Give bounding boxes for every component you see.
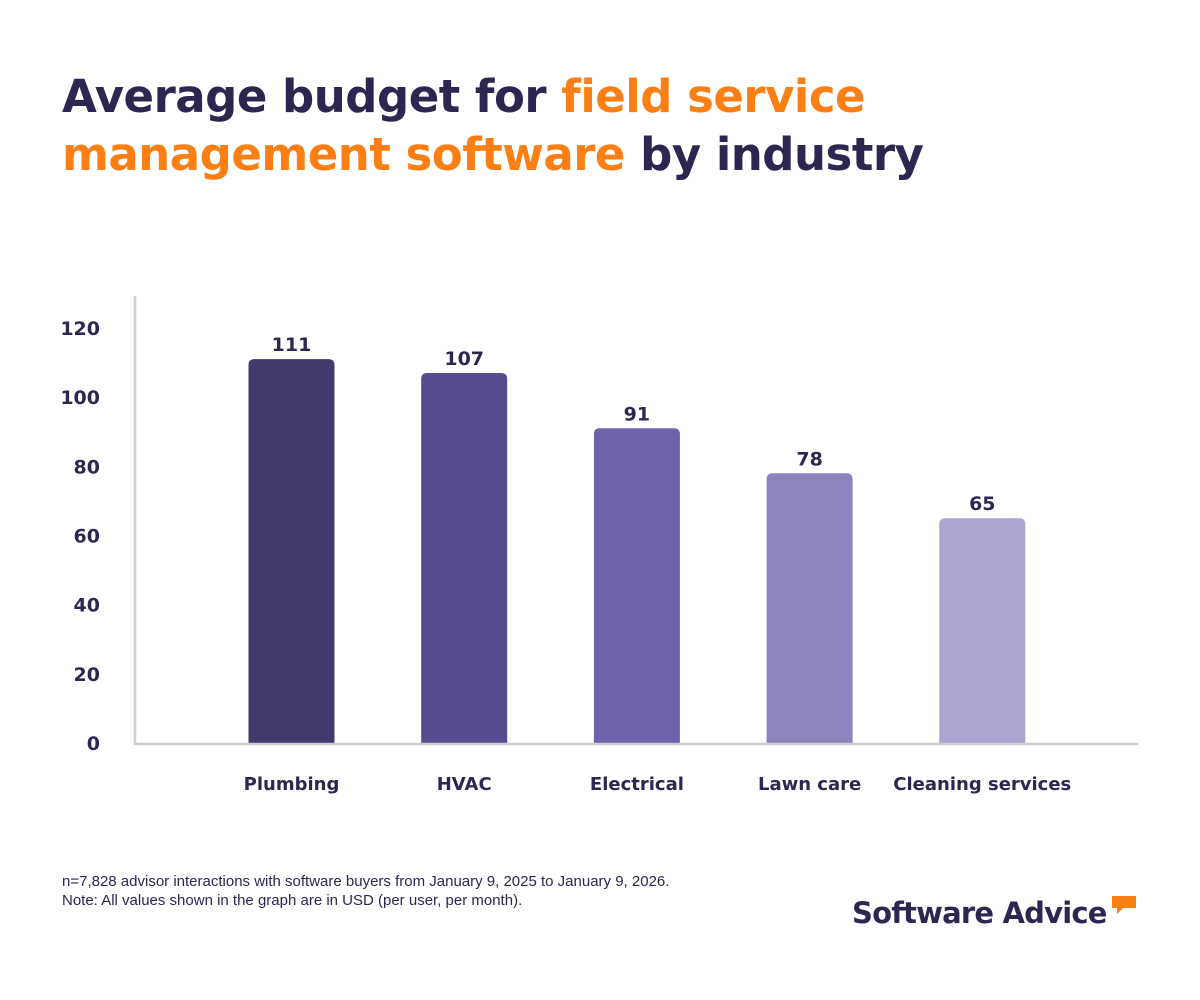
data-label: 111 [272,334,312,356]
bar-electrical [593,428,680,743]
footnote: n=7,828 advisor interactions with softwa… [62,872,669,910]
bar-lawn-care [766,473,853,743]
x-category-label: Lawn care [758,774,861,795]
data-label: 78 [796,448,822,470]
data-label: 107 [444,348,484,370]
bar-plumbing [248,359,335,743]
data-label: 65 [969,493,995,515]
y-tick-label: 120 [60,318,100,340]
bar-cleaning-services [939,518,1026,743]
x-category-label: Cleaning services [893,774,1071,795]
speech-bubble-icon [1111,896,1136,914]
x-category-label: HVAC [437,774,492,795]
y-tick-label: 0 [87,733,100,755]
bars [248,359,1026,743]
y-tick-label: 80 [74,456,100,478]
x-axis-categories: Plumbing HVAC Electrical Lawn care Cleaning … [244,774,1072,795]
y-axis-ticks: 0 20 40 60 80 100 120 [60,318,100,755]
y-tick-label: 20 [74,664,100,686]
data-label: 91 [624,403,650,425]
y-tick-label: 100 [60,387,100,409]
y-tick-label: 40 [74,595,100,617]
brand-logo: Software Advice [852,893,1137,933]
title-part-2: by industry [624,128,924,181]
brand-name: Software Advice [852,896,1107,930]
footnote-units-note: Note: All values shown in the graph are … [62,892,523,909]
x-category-label: Electrical [590,774,684,795]
title-part-1: Average budget for [62,70,562,123]
title-highlight: field service management software [62,70,866,181]
data-labels: 111 107 91 78 65 [272,334,996,515]
footnote-sample-size: n=7,828 advisor interactions with softwa… [62,873,670,890]
y-tick-label: 60 [74,526,100,548]
chart-title: Average budget for field service managem… [62,68,1162,184]
x-category-label: Plumbing [244,774,340,795]
bar-hvac [421,372,508,743]
